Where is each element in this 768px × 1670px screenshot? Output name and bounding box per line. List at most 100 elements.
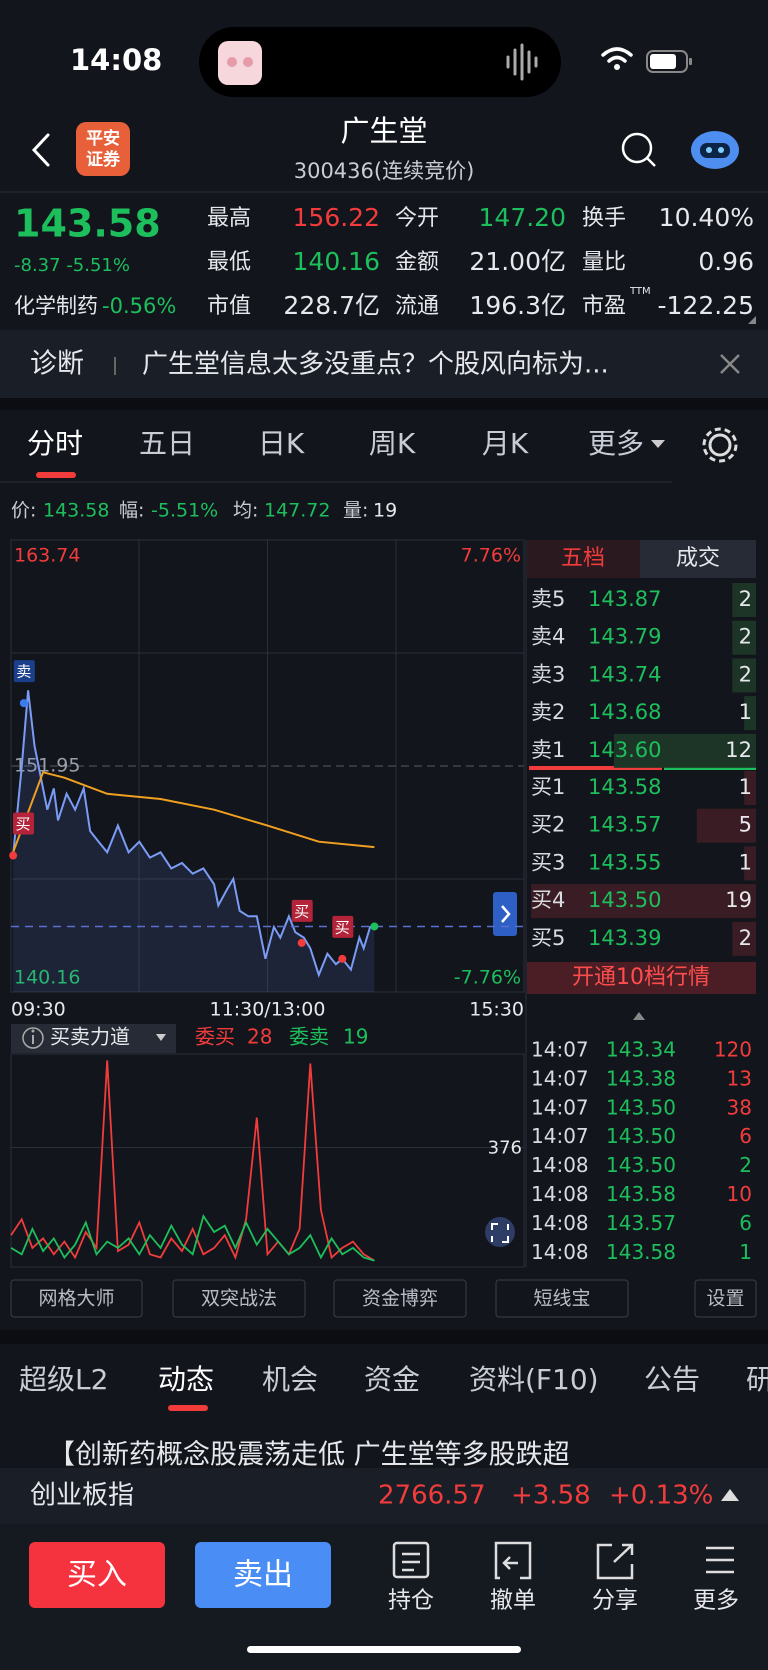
action-label[interactable]: 持仓 xyxy=(388,1588,434,1614)
book-label: 买3 xyxy=(531,850,565,874)
trade-tag-text: 卖 xyxy=(16,663,31,681)
info-value: -5.51% xyxy=(151,500,218,522)
chart-tab[interactable]: 更多 xyxy=(588,427,644,460)
news-headline: 【创新药概念股震荡走低 广生堂等多股跌超 xyxy=(48,1440,570,1471)
section-tab[interactable]: 公告 xyxy=(644,1363,700,1396)
section-tab[interactable]: 动态 xyxy=(158,1363,214,1396)
fullscreen-button[interactable] xyxy=(485,1217,515,1247)
chart-tab[interactable]: 日K xyxy=(258,427,305,460)
separator xyxy=(0,1330,768,1344)
trade-tag xyxy=(291,899,313,922)
tool-label[interactable]: 资金博弈 xyxy=(362,1288,438,1310)
index-value: 2766.57 xyxy=(378,1481,486,1511)
book-price: 143.79 xyxy=(588,625,661,649)
indicator-title[interactable]: 买卖力道 xyxy=(50,1025,130,1049)
info-label: 价: xyxy=(11,500,36,522)
banner-text[interactable]: 广生堂信息太多没重点？个股风向标为... xyxy=(142,350,609,380)
sell-label[interactable]: 卖出 xyxy=(233,1558,293,1593)
trade-volume: 2 xyxy=(739,1153,752,1177)
section-tab[interactable]: 超级L2 xyxy=(19,1363,108,1396)
trade-tag-text: 买 xyxy=(15,815,30,833)
settings-gear xyxy=(702,427,738,463)
upgrade-button[interactable] xyxy=(527,962,756,994)
logo-text: 证券 xyxy=(86,149,121,170)
action-label[interactable]: 分享 xyxy=(592,1588,638,1614)
stat-value: 228.7亿 xyxy=(283,291,380,320)
close-icon[interactable] xyxy=(720,354,740,374)
book-tab[interactable]: 成交 xyxy=(676,546,720,571)
chart-tab[interactable]: 分时 xyxy=(27,427,83,460)
volume-bar xyxy=(732,583,756,617)
trade-tag xyxy=(332,915,354,938)
avatar-face xyxy=(227,57,237,67)
trade-time: 14:07 xyxy=(531,1038,589,1062)
search-icon[interactable] xyxy=(621,132,653,164)
index-name[interactable]: 创业板指 xyxy=(30,1481,134,1511)
book-label: 买1 xyxy=(531,775,565,799)
book-price: 143.39 xyxy=(588,926,661,950)
volume-bar xyxy=(531,884,756,919)
volume-bar xyxy=(744,696,756,731)
trade-time: 14:08 xyxy=(531,1240,589,1264)
buy-label[interactable]: 买入 xyxy=(67,1558,127,1593)
trade-price: 143.50 xyxy=(606,1124,676,1148)
book-tab-active[interactable] xyxy=(527,540,640,578)
trade-volume: 120 xyxy=(714,1038,752,1062)
book-label: 卖2 xyxy=(531,700,565,724)
scroll-up-icon xyxy=(633,1012,645,1020)
book-tab[interactable]: 五档 xyxy=(561,546,605,571)
volume-bar xyxy=(744,771,756,805)
banner[interactable] xyxy=(0,330,768,398)
audio-icon xyxy=(506,43,538,81)
stat-value: 10.40% xyxy=(659,203,754,232)
banner-tag[interactable]: 诊断 xyxy=(30,349,84,380)
action-label[interactable]: 更多 xyxy=(693,1588,739,1614)
bottom-icons xyxy=(392,1541,734,1580)
book-price: 143.68 xyxy=(588,700,661,724)
stat-label: 市值 xyxy=(207,294,251,319)
indicator-sell-label: 委卖 xyxy=(289,1025,329,1049)
info-value: 147.72 xyxy=(264,500,330,522)
tool-button[interactable] xyxy=(495,1279,629,1318)
action-label[interactable]: 撤单 xyxy=(490,1588,536,1614)
dropdown-icon xyxy=(156,1034,166,1041)
section-tab[interactable]: 资金 xyxy=(364,1363,420,1396)
tool-label[interactable]: 短线宝 xyxy=(533,1288,590,1310)
sector-change: -0.56% xyxy=(102,294,176,318)
indicator-frame xyxy=(10,1053,525,1268)
book-volume: 5 xyxy=(739,813,752,837)
buy-button[interactable] xyxy=(29,1542,165,1608)
tool-label[interactable]: 网格大师 xyxy=(38,1288,114,1310)
tool-button[interactable] xyxy=(694,1279,757,1318)
fullscreen-icon xyxy=(491,1223,509,1243)
back-button[interactable] xyxy=(31,133,50,167)
chart-tab[interactable]: 五日 xyxy=(139,427,195,460)
book-price: 143.50 xyxy=(588,888,661,912)
book-volume: 2 xyxy=(739,926,752,950)
settings-icon[interactable] xyxy=(708,433,732,457)
chart-tab[interactable]: 月K xyxy=(482,427,529,460)
stat-value: 0.96 xyxy=(698,247,754,276)
sell-button[interactable] xyxy=(195,1542,331,1608)
book-tab[interactable] xyxy=(640,540,756,578)
index-bar[interactable] xyxy=(0,1468,768,1524)
section-tab[interactable]: 资料(F10) xyxy=(469,1363,599,1396)
search-handle xyxy=(646,157,656,167)
tool-button[interactable] xyxy=(333,1279,467,1318)
tool-label[interactable]: 双突战法 xyxy=(201,1288,277,1310)
upgrade-text[interactable]: 开通10档行情 xyxy=(572,965,710,990)
tool-label[interactable]: 设置 xyxy=(706,1288,744,1310)
info-value: 19 xyxy=(373,500,397,522)
book-volume: 2 xyxy=(739,662,752,686)
section-tab[interactable]: 研 xyxy=(746,1363,768,1396)
assistant-face xyxy=(700,143,730,158)
tool-button[interactable] xyxy=(10,1279,143,1318)
expand-book-button[interactable] xyxy=(493,892,517,936)
section-tab[interactable]: 机会 xyxy=(262,1363,318,1396)
info-label: 均: xyxy=(233,500,258,522)
indicator-line xyxy=(10,1060,375,1262)
chart-tab[interactable]: 周K xyxy=(369,427,416,460)
stock-name: 广生堂 xyxy=(340,114,427,148)
tool-button[interactable] xyxy=(172,1279,306,1318)
trade-time: 14:07 xyxy=(531,1066,589,1090)
